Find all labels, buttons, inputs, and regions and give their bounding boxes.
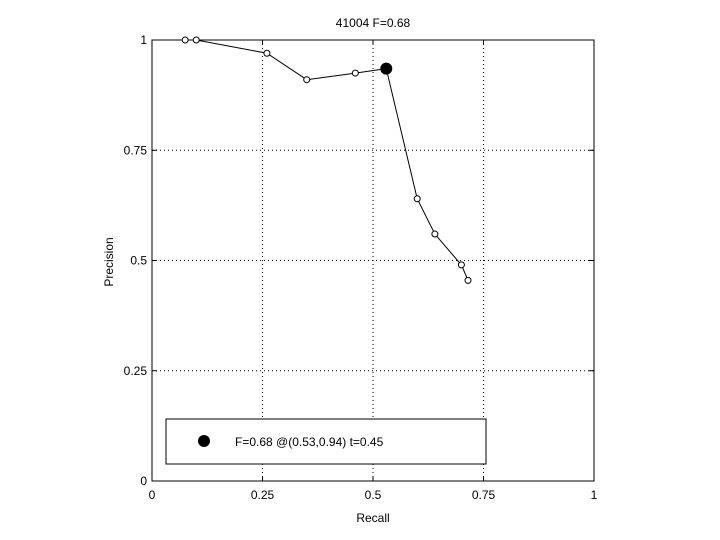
x-tick-label: 0.75: [472, 488, 496, 502]
y-tick-label: 0: [140, 474, 147, 488]
x-tick-label: 0.5: [365, 488, 382, 502]
data-point: [413, 195, 421, 203]
x-tick-label: 0.25: [251, 488, 275, 502]
data-point: [464, 276, 472, 284]
legend: F=0.68 @(0.53,0.94) t=0.45: [165, 418, 487, 465]
series-line: [185, 39, 469, 281]
data-point: [457, 261, 465, 269]
axis-ticks: 0 0.25 0.5 0.75 1 0 0.25 0.5 0.75 1: [124, 33, 598, 502]
y-tick-label: 0.5: [130, 254, 147, 268]
legend-box: [165, 418, 487, 465]
chart-title: 41004 F=0.68: [336, 16, 411, 30]
data-point: [351, 69, 359, 77]
data-point: [192, 36, 200, 44]
x-tick-label: 0: [149, 488, 156, 502]
x-tick-label: 1: [591, 488, 598, 502]
y-axis-label: Precision: [102, 237, 116, 286]
data-point: [303, 76, 311, 84]
data-point: [181, 36, 189, 44]
x-axis-label: Recall: [356, 511, 389, 525]
data-point: [263, 49, 271, 57]
best-f-point: [380, 62, 393, 75]
legend-marker: [198, 435, 210, 447]
grid-lines: [152, 40, 594, 481]
y-tick-label: 1: [140, 33, 147, 47]
y-tick-label: 0.25: [124, 364, 148, 378]
y-tick-label: 0.75: [124, 143, 148, 157]
series-layer: [181, 36, 472, 284]
data-point: [431, 230, 439, 238]
legend-label: F=0.68 @(0.53,0.94) t=0.45: [235, 435, 384, 449]
